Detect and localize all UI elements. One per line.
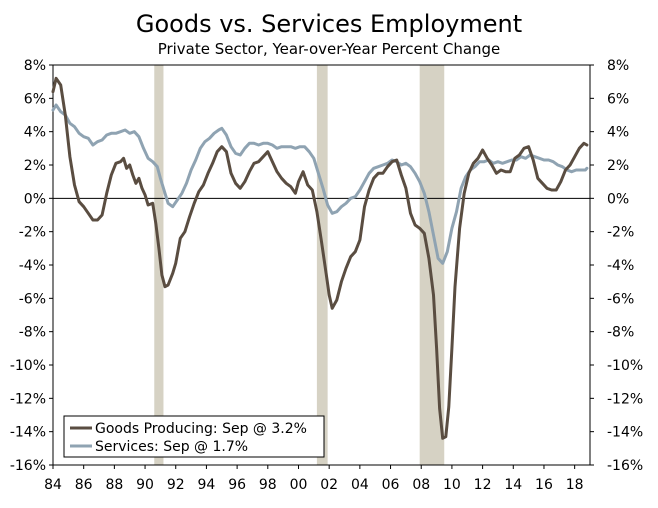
x-tick-label: 16 — [535, 477, 553, 493]
x-tick-label: 06 — [382, 477, 400, 493]
y-tick-label-left: -10% — [10, 358, 46, 374]
y-tick-label-left: 0% — [24, 191, 46, 207]
y-tick-label-right: 4% — [607, 125, 629, 141]
y-tick-label-right: -2% — [607, 225, 634, 241]
legend: Goods Producing: Sep @ 3.2% Services: Se… — [63, 415, 325, 458]
x-tick-label: 18 — [566, 477, 584, 493]
y-tick-label-left: 6% — [24, 91, 46, 107]
y-tick-label-right: -16% — [607, 458, 643, 474]
x-tick-label: 00 — [290, 477, 308, 493]
x-tick-label: 84 — [44, 477, 62, 493]
y-tick-label-left: -8% — [19, 325, 46, 341]
chart-title: Goods vs. Services Employment — [135, 10, 523, 38]
recession-band — [154, 65, 164, 465]
legend-label-services: Services: Sep @ 1.7% — [95, 439, 248, 455]
y-tick-label-right: -10% — [607, 358, 643, 374]
y-tick-label-left: -14% — [10, 425, 46, 441]
y-tick-label-right: -14% — [607, 425, 643, 441]
series-line-services — [51, 103, 589, 265]
y-tick-label-left: -16% — [10, 458, 46, 474]
x-tick-label: 96 — [228, 477, 246, 493]
y-tick-label-left: -12% — [10, 391, 46, 407]
x-tick-label: 14 — [504, 477, 522, 493]
y-tick-label-right: 6% — [607, 91, 629, 107]
chart-subtitle: Private Sector, Year-over-Year Percent C… — [157, 40, 501, 58]
y-tick-label-left: 8% — [24, 58, 46, 74]
y-tick-label-left: 2% — [24, 158, 46, 174]
y-tick-label-left: -4% — [19, 258, 46, 274]
legend-label-goods: Goods Producing: Sep @ 3.2% — [95, 421, 307, 437]
x-tick-label: 08 — [412, 477, 430, 493]
y-tick-label-left: -2% — [19, 225, 46, 241]
y-tick-label-right: -8% — [607, 325, 634, 341]
y-tick-label-right: -12% — [607, 391, 643, 407]
x-tick-label: 98 — [259, 477, 277, 493]
x-tick-label: 10 — [443, 477, 461, 493]
recession-band — [316, 65, 328, 465]
x-tick-label: 88 — [105, 477, 123, 493]
x-tick-label: 86 — [75, 477, 93, 493]
y-tick-label-right: -6% — [607, 291, 634, 307]
x-tick-label: 04 — [351, 477, 369, 493]
series-line-goods-producing — [51, 76, 589, 440]
y-tick-label-right: 2% — [607, 158, 629, 174]
x-tick-label: 94 — [198, 477, 216, 493]
y-tick-label-left: 4% — [24, 125, 46, 141]
y-tick-label-right: 8% — [607, 58, 629, 74]
y-tick-label-right: 0% — [607, 191, 629, 207]
x-tick-label: 12 — [474, 477, 492, 493]
y-tick-label-right: -4% — [607, 258, 634, 274]
x-tick-label: 02 — [320, 477, 338, 493]
legend-box — [63, 415, 325, 458]
x-tick-label: 90 — [136, 477, 154, 493]
y-tick-label-left: -6% — [19, 291, 46, 307]
x-tick-label: 92 — [167, 477, 185, 493]
